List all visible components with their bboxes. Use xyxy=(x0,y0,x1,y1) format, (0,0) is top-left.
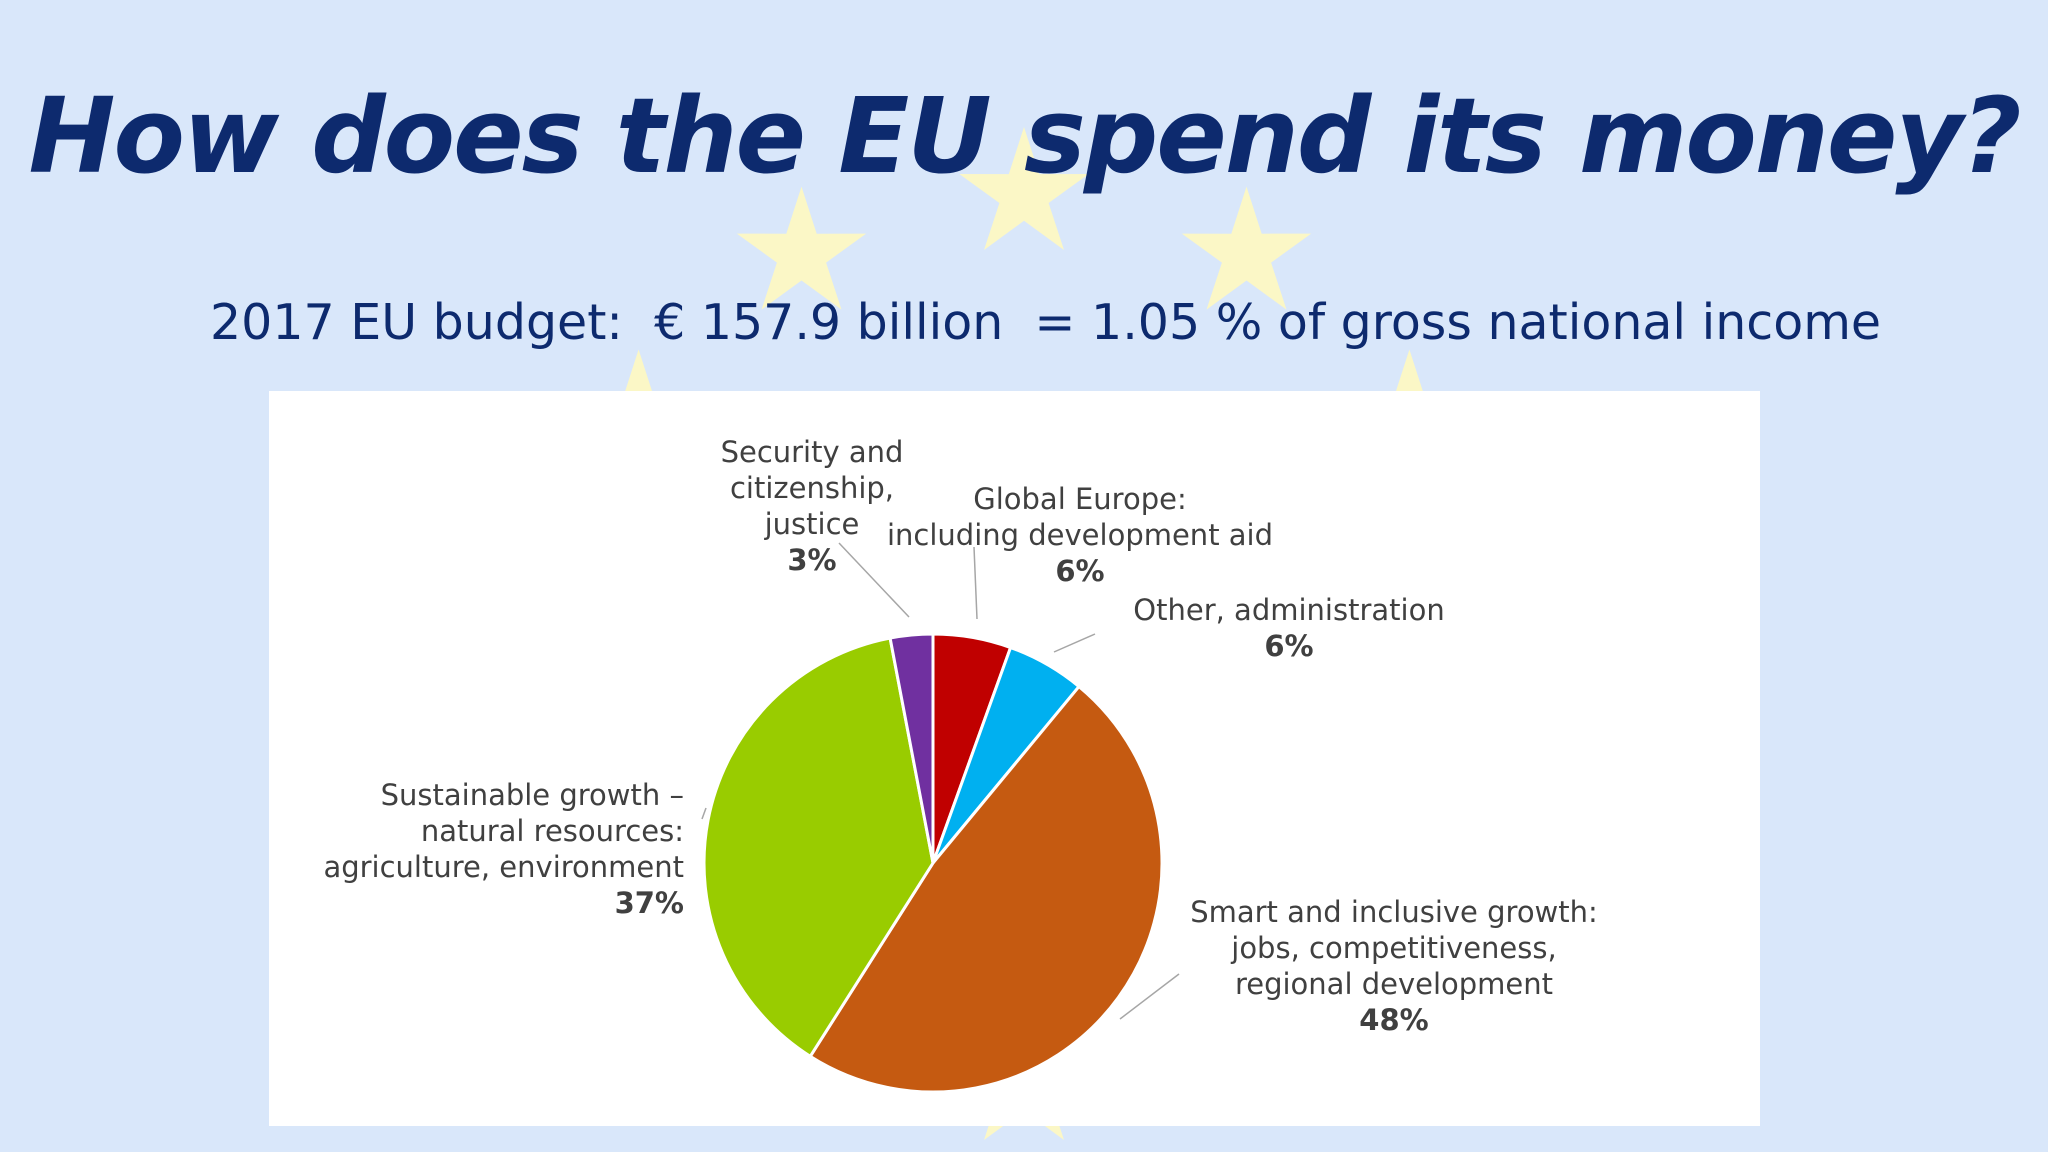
budget-summary: 2017 EU budget: € 157.9 billion = 1.05 %… xyxy=(210,294,1882,351)
page-title: How does the EU spend its money? xyxy=(28,75,2021,197)
slice-percent: 3% xyxy=(787,543,837,577)
slice-label-line: regional development xyxy=(1234,967,1554,1001)
slice-label-line: justice xyxy=(764,507,860,541)
leader-line xyxy=(838,542,910,618)
slice-label-sustainable-growth: Sustainable growth – natural resources: … xyxy=(323,777,684,921)
slice-security xyxy=(888,632,935,864)
slice-sustainable-growth xyxy=(702,636,935,1059)
slice-label-security: Security and citizenship, justice 3% xyxy=(721,434,904,578)
pie-chart xyxy=(701,542,1180,1094)
slice-label-line: Global Europe: xyxy=(973,482,1187,516)
leader-line xyxy=(1119,973,1180,1020)
slice-label-smart-growth: Smart and inclusive growth: jobs, compet… xyxy=(1190,894,1598,1038)
slice-label-line: Sustainable growth – xyxy=(380,778,684,812)
slice-label-line: natural resources: xyxy=(420,814,684,848)
slice-label-line: citizenship, xyxy=(729,471,895,505)
background-star-icon xyxy=(959,127,1089,250)
leader-line xyxy=(1053,633,1096,653)
leader-line xyxy=(973,546,978,620)
slice-label-line: Security and xyxy=(720,435,904,469)
slice-percent: 6% xyxy=(1055,554,1105,588)
slice-label-global-europe: Global Europe: including development aid… xyxy=(887,481,1273,589)
slice-label-other-administration: Other, administration 6% xyxy=(1133,592,1444,664)
background-star-icon xyxy=(736,186,867,310)
slice-smart-growth xyxy=(808,684,1164,1094)
slice-label-line: Smart and inclusive growth: xyxy=(1190,895,1598,929)
leader-line xyxy=(701,807,707,820)
slice-label-line: including development aid xyxy=(886,518,1274,552)
chart-panel: Security and citizenship, justice 3% Glo… xyxy=(269,391,1760,1126)
slice-label-line: jobs, competitiveness, xyxy=(1231,931,1557,965)
slice-label-line: Other, administration xyxy=(1133,593,1445,627)
slice-percent: 37% xyxy=(614,886,684,920)
slice-percent: 6% xyxy=(1264,629,1314,663)
background-star-icon xyxy=(1181,186,1312,310)
slice-percent: 48% xyxy=(1359,1003,1429,1037)
slice-label-line: agriculture, environment xyxy=(323,850,684,884)
